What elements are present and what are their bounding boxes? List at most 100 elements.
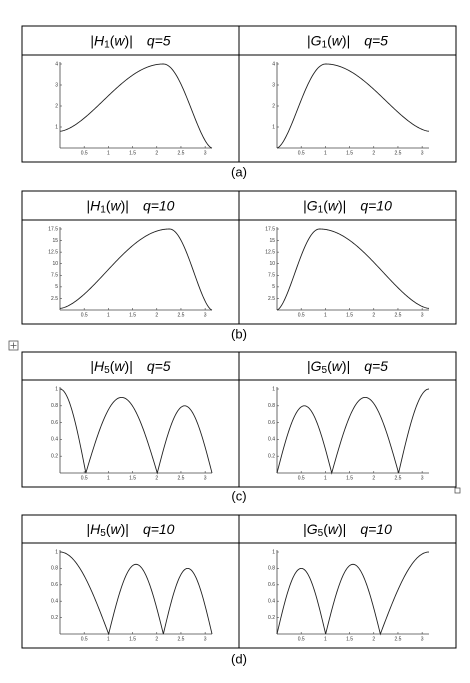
y-tick-label: 4: [272, 61, 275, 67]
x-tick-label: 2: [155, 475, 158, 481]
x-tick-label: 3: [204, 312, 207, 318]
x-tick-label: 2.5: [177, 475, 184, 481]
panel-title: |H1(w)| q=10: [87, 197, 175, 215]
x-tick-label: 2.5: [394, 636, 401, 642]
title-part: G: [311, 358, 322, 374]
panel-title: |H5(w)| q=5: [90, 358, 170, 376]
y-tick-label: 4: [55, 61, 58, 67]
title-part: (: [327, 32, 332, 48]
y-tick-label: 3: [272, 82, 275, 88]
title-part: |: [87, 521, 91, 537]
title-param: q=10: [143, 521, 175, 537]
y-tick-label: 2: [272, 103, 275, 109]
resize-handle[interactable]: [454, 487, 461, 494]
title-part: w: [114, 32, 125, 48]
title-part: w: [332, 32, 343, 48]
title-part: )|: [125, 32, 133, 48]
x-tick-label: 3: [421, 150, 424, 156]
title-part: w: [328, 197, 339, 213]
title-param: q=5: [364, 32, 388, 48]
y-tick-label: 5: [272, 284, 275, 290]
figure-caption: (b): [231, 326, 247, 341]
title-part: 5: [318, 528, 324, 539]
title-param: q=10: [360, 521, 392, 537]
x-tick-label: 3: [204, 636, 207, 642]
curve: [276, 388, 430, 475]
title-part: (: [110, 32, 115, 48]
y-tick-label: 0.4: [268, 599, 275, 605]
y-tick-label: 0.2: [268, 454, 275, 460]
x-tick-label: 0.5: [298, 475, 305, 481]
title-part: )|: [342, 32, 350, 48]
title-part: w: [111, 521, 122, 537]
title-part: |: [87, 197, 91, 213]
y-tick-label: 1: [55, 124, 58, 130]
title-part: (: [106, 197, 111, 213]
title-part: 5: [104, 365, 110, 376]
figure-caption: (d): [231, 651, 247, 666]
y-tick-label: 1: [272, 386, 275, 392]
y-tick-label: 0.6: [268, 420, 275, 426]
title-param: q=5: [147, 32, 171, 48]
x-tick-label: 2: [372, 636, 375, 642]
x-tick-label: 3: [421, 636, 424, 642]
y-tick-label: 5: [55, 284, 58, 290]
title-part: G: [307, 521, 318, 537]
panel-title: |G5(w)| q=10: [303, 521, 392, 539]
x-tick-label: 0.5: [298, 312, 305, 318]
title-part: )|: [338, 197, 346, 213]
title-part: (: [106, 521, 111, 537]
x-tick-label: 2.5: [394, 475, 401, 481]
y-tick-label: 1: [272, 124, 275, 130]
y-tick-label: 0.4: [51, 599, 58, 605]
title-part: )|: [125, 358, 133, 374]
title-part: |: [303, 521, 307, 537]
y-tick-label: 7.5: [268, 273, 275, 279]
title-part: w: [111, 197, 122, 213]
panel-title: |G5(w)| q=5: [307, 358, 388, 376]
panel-title: |H5(w)| q=10: [87, 521, 175, 539]
y-tick-label: 0.2: [51, 454, 58, 460]
curve: [59, 63, 213, 149]
x-tick-label: 2.5: [177, 150, 184, 156]
title-part: )|: [121, 521, 129, 537]
x-tick-label: 2: [372, 150, 375, 156]
title-part: G: [307, 197, 318, 213]
y-tick-label: 0.8: [51, 566, 58, 572]
y-tick-label: 0.4: [268, 437, 275, 443]
panel-title: |G1(w)| q=10: [303, 197, 392, 215]
title-part: H: [94, 358, 105, 374]
title-part: 1: [104, 39, 110, 50]
x-tick-label: 1.5: [129, 312, 136, 318]
y-tick-label: 0.2: [268, 615, 275, 621]
y-tick-label: 1: [55, 549, 58, 555]
x-tick-label: 1: [107, 475, 110, 481]
y-tick-label: 0.6: [51, 420, 58, 426]
y-tick-label: 0.6: [51, 582, 58, 588]
title-part: 1: [322, 39, 328, 50]
y-tick-label: 2.5: [51, 296, 58, 302]
x-tick-label: 1: [107, 150, 110, 156]
y-tick-label: 2: [55, 103, 58, 109]
y-tick-label: 2.5: [268, 296, 275, 302]
title-part: |: [90, 358, 94, 374]
x-tick-label: 1.5: [129, 636, 136, 642]
x-tick-label: 1.5: [129, 150, 136, 156]
title-part: w: [328, 521, 339, 537]
y-tick-label: 0.8: [268, 566, 275, 572]
x-tick-label: 1: [324, 150, 327, 156]
title-param: q=5: [364, 358, 388, 374]
x-tick-label: 0.5: [81, 150, 88, 156]
y-tick-label: 3: [55, 82, 58, 88]
x-tick-label: 3: [204, 150, 207, 156]
x-tick-label: 0.5: [81, 475, 88, 481]
y-tick-label: 0.8: [51, 403, 58, 409]
title-part: H: [90, 197, 101, 213]
x-tick-label: 2: [155, 312, 158, 318]
x-tick-label: 2.5: [394, 312, 401, 318]
x-tick-label: 1.5: [346, 150, 353, 156]
x-tick-label: 0.5: [298, 636, 305, 642]
curve: [59, 228, 213, 311]
panel-title: |G1(w)| q=5: [307, 32, 388, 50]
